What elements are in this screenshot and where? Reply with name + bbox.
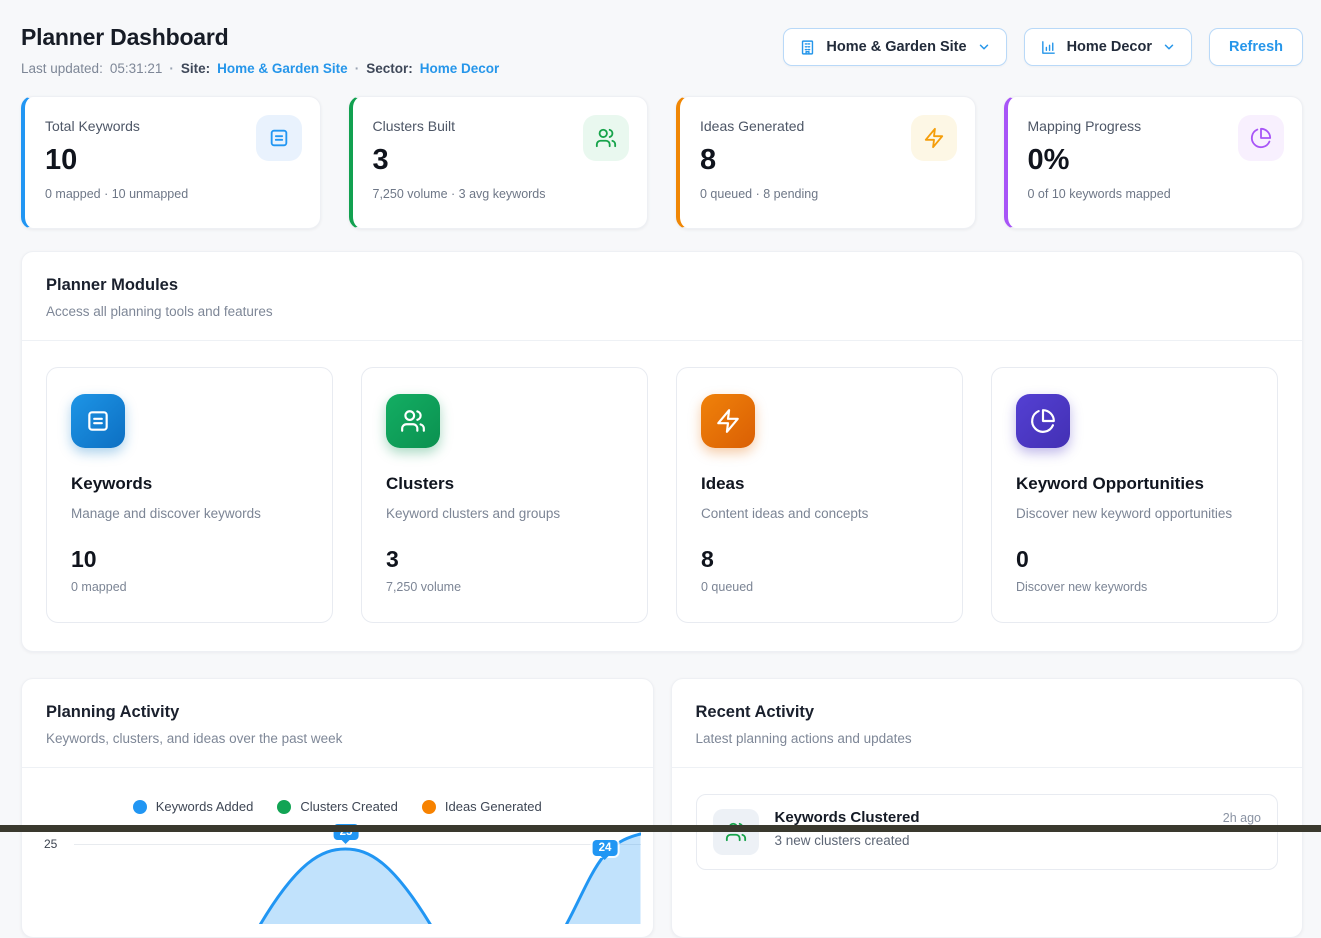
document-icon xyxy=(71,394,125,448)
zap-icon xyxy=(701,394,755,448)
page-header: Planner Dashboard Last updated: 05:31:21… xyxy=(0,0,1321,76)
modules-panel-title: Planner Modules xyxy=(46,276,1278,295)
activity-panel-subtitle: Keywords, clusters, and ideas over the p… xyxy=(46,731,629,746)
module-description: Discover new keyword opportunities xyxy=(1016,506,1253,521)
module-card-keywords[interactable]: Keywords Manage and discover keywords 10… xyxy=(46,367,333,623)
building-icon xyxy=(799,39,816,56)
data-label-right: 24 xyxy=(593,840,618,856)
module-card-keyword-opportunities[interactable]: Keyword Opportunities Discover new keywo… xyxy=(991,367,1278,623)
activity-list-item: Keywords Clustered 2h ago 3 new clusters… xyxy=(696,794,1279,870)
module-value: 10 xyxy=(71,546,308,573)
stat-sub: 0 queued · 8 pending xyxy=(700,187,955,201)
module-description: Manage and discover keywords xyxy=(71,506,308,521)
legend-label: Ideas Generated xyxy=(445,799,542,814)
recent-panel-subtitle: Latest planning actions and updates xyxy=(696,731,1279,746)
chevron-down-icon xyxy=(977,40,991,54)
module-sub: 0 queued xyxy=(701,580,938,594)
sector-selector-dropdown[interactable]: Home Decor xyxy=(1024,28,1192,66)
separator-dot: · xyxy=(169,61,174,76)
module-card-ideas[interactable]: Ideas Content ideas and concepts 8 0 que… xyxy=(676,367,963,623)
modules-panel-subtitle: Access all planning tools and features xyxy=(46,304,1278,319)
site-selector-label: Home & Garden Site xyxy=(826,39,966,55)
module-description: Content ideas and concepts xyxy=(701,506,938,521)
chart-legend: Keywords Added Clusters Created Ideas Ge… xyxy=(22,799,653,814)
users-icon xyxy=(583,115,629,161)
module-sub: 0 mapped xyxy=(71,580,308,594)
sector-label: Sector: xyxy=(366,61,413,76)
activity-item-time: 2h ago xyxy=(1223,811,1261,825)
users-icon xyxy=(713,809,759,855)
bar-chart-icon xyxy=(1040,39,1057,56)
stat-card-ideas-generated: Ideas Generated 8 0 queued · 8 pending xyxy=(676,96,976,229)
module-title: Ideas xyxy=(701,474,938,494)
module-sub: 7,250 volume xyxy=(386,580,623,594)
stat-sub: 0 mapped · 10 unmapped xyxy=(45,187,300,201)
recent-activity-panel: Recent Activity Latest planning actions … xyxy=(671,678,1304,938)
keywords-added-series xyxy=(74,828,641,924)
bottom-row: Planning Activity Keywords, clusters, an… xyxy=(21,678,1303,938)
legend-dot-orange xyxy=(422,800,436,814)
legend-dot-blue xyxy=(133,800,147,814)
site-label: Site: xyxy=(181,61,210,76)
module-title: Keyword Opportunities xyxy=(1016,474,1253,494)
module-title: Keywords xyxy=(71,474,308,494)
stat-card-mapping-progress: Mapping Progress 0% 0 of 10 keywords map… xyxy=(1004,96,1304,229)
module-value: 0 xyxy=(1016,546,1253,573)
recent-panel-title: Recent Activity xyxy=(696,703,1279,722)
site-selector-dropdown[interactable]: Home & Garden Site xyxy=(783,28,1006,66)
activity-item-description: 3 new clusters created xyxy=(775,833,1262,848)
legend-item-ideas-generated: Ideas Generated xyxy=(422,799,542,814)
planner-dashboard-app: Planner Dashboard Last updated: 05:31:21… xyxy=(0,0,1321,832)
activity-panel-title: Planning Activity xyxy=(46,703,629,722)
sector-selector-label: Home Decor xyxy=(1067,39,1152,55)
module-value: 3 xyxy=(386,546,623,573)
pie-chart-icon xyxy=(1016,394,1070,448)
y-axis-tick: 25 xyxy=(44,837,57,851)
stat-card-clusters-built: Clusters Built 3 7,250 volume · 3 avg ke… xyxy=(349,96,649,229)
activity-panel-header: Planning Activity Keywords, clusters, an… xyxy=(22,679,653,767)
last-updated-value: 05:31:21 xyxy=(110,61,163,76)
module-sub: Discover new keywords xyxy=(1016,580,1253,594)
users-icon xyxy=(386,394,440,448)
planner-modules-panel: Planner Modules Access all planning tool… xyxy=(21,251,1303,652)
header-actions: Home & Garden Site Home Decor Refresh xyxy=(783,28,1303,66)
document-icon xyxy=(256,115,302,161)
module-title: Clusters xyxy=(386,474,623,494)
zap-icon xyxy=(911,115,957,161)
stats-row: Total Keywords 10 0 mapped · 10 unmapped… xyxy=(21,96,1303,229)
recent-panel-header: Recent Activity Latest planning actions … xyxy=(672,679,1303,767)
activity-line-chart: 25 25 24 xyxy=(22,828,653,924)
taskbar-strip xyxy=(0,825,1321,832)
planning-activity-panel: Planning Activity Keywords, clusters, an… xyxy=(21,678,654,938)
module-description: Keyword clusters and groups xyxy=(386,506,623,521)
legend-item-clusters-created: Clusters Created xyxy=(277,799,398,814)
module-card-clusters[interactable]: Clusters Keyword clusters and groups 3 7… xyxy=(361,367,648,623)
last-updated-label: Last updated: xyxy=(21,61,103,76)
recent-activity-list: Keywords Clustered 2h ago 3 new clusters… xyxy=(672,768,1303,896)
module-value: 8 xyxy=(701,546,938,573)
modules-panel-header: Planner Modules Access all planning tool… xyxy=(22,252,1302,340)
separator-dot: · xyxy=(355,61,360,76)
chevron-down-icon xyxy=(1162,40,1176,54)
activity-item-title: Keywords Clustered xyxy=(775,809,920,826)
legend-dot-green xyxy=(277,800,291,814)
stat-card-total-keywords: Total Keywords 10 0 mapped · 10 unmapped xyxy=(21,96,321,229)
pie-chart-icon xyxy=(1238,115,1284,161)
site-link[interactable]: Home & Garden Site xyxy=(217,61,348,76)
modules-grid: Keywords Manage and discover keywords 10… xyxy=(22,341,1302,651)
stat-sub: 0 of 10 keywords mapped xyxy=(1028,187,1283,201)
refresh-button[interactable]: Refresh xyxy=(1209,28,1303,66)
legend-label: Clusters Created xyxy=(300,799,398,814)
stat-sub: 7,250 volume · 3 avg keywords xyxy=(373,187,628,201)
divider xyxy=(22,767,653,768)
legend-label: Keywords Added xyxy=(156,799,254,814)
legend-item-keywords-added: Keywords Added xyxy=(133,799,254,814)
sector-link[interactable]: Home Decor xyxy=(420,61,500,76)
